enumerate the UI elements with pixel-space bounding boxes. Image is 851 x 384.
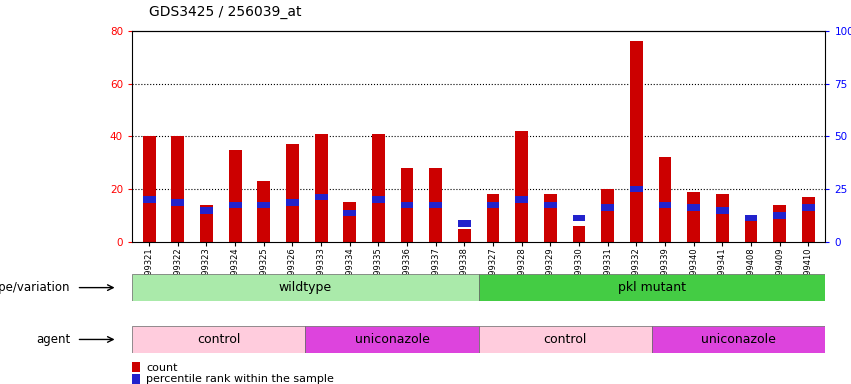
Bar xyxy=(478,326,652,353)
Bar xyxy=(429,168,443,242)
Bar xyxy=(688,192,700,242)
Bar xyxy=(544,202,557,208)
Bar xyxy=(286,144,299,242)
Text: uniconazole: uniconazole xyxy=(355,333,430,346)
Text: uniconazole: uniconazole xyxy=(701,333,776,346)
Text: control: control xyxy=(544,333,587,346)
Bar xyxy=(745,215,757,222)
Bar xyxy=(802,204,814,211)
Bar xyxy=(630,186,643,192)
Bar xyxy=(544,194,557,242)
Text: wildtype: wildtype xyxy=(279,281,332,294)
Bar xyxy=(716,194,728,242)
Text: control: control xyxy=(197,333,240,346)
Bar xyxy=(774,205,786,242)
Bar xyxy=(315,194,328,200)
Bar xyxy=(372,196,385,203)
Bar xyxy=(601,204,614,211)
Bar xyxy=(601,189,614,242)
Bar xyxy=(132,362,140,372)
Bar xyxy=(401,168,414,242)
Bar xyxy=(171,199,184,205)
Bar xyxy=(487,194,500,242)
Bar xyxy=(315,134,328,242)
Text: genotype/variation: genotype/variation xyxy=(0,281,70,294)
Text: agent: agent xyxy=(36,333,70,346)
Bar xyxy=(429,202,443,208)
Text: GDS3425 / 256039_at: GDS3425 / 256039_at xyxy=(149,5,301,19)
Bar xyxy=(515,131,528,242)
Bar xyxy=(573,226,585,242)
Bar xyxy=(774,212,786,219)
Text: percentile rank within the sample: percentile rank within the sample xyxy=(146,374,334,384)
Bar xyxy=(515,196,528,203)
Bar xyxy=(343,202,357,242)
Bar xyxy=(132,374,140,384)
Bar xyxy=(306,326,478,353)
Bar xyxy=(257,181,270,242)
Bar xyxy=(229,202,242,208)
Bar xyxy=(573,215,585,222)
Text: pkl mutant: pkl mutant xyxy=(618,281,686,294)
Bar xyxy=(652,326,825,353)
Bar xyxy=(630,41,643,242)
Bar xyxy=(200,207,213,214)
Bar xyxy=(478,274,825,301)
Bar xyxy=(132,274,478,301)
Bar xyxy=(343,210,357,216)
Bar xyxy=(458,220,471,227)
Bar xyxy=(200,205,213,242)
Bar xyxy=(802,197,814,242)
Bar xyxy=(401,202,414,208)
Bar xyxy=(487,202,500,208)
Bar xyxy=(458,229,471,242)
Bar xyxy=(143,136,156,242)
Bar xyxy=(286,199,299,205)
Bar xyxy=(659,157,671,242)
Bar xyxy=(745,218,757,242)
Bar xyxy=(372,134,385,242)
Bar xyxy=(132,326,306,353)
Bar xyxy=(171,136,184,242)
Bar xyxy=(659,202,671,208)
Bar xyxy=(229,149,242,242)
Bar xyxy=(688,204,700,211)
Bar xyxy=(143,196,156,203)
Bar xyxy=(716,207,728,214)
Bar xyxy=(257,202,270,208)
Text: count: count xyxy=(146,362,178,372)
